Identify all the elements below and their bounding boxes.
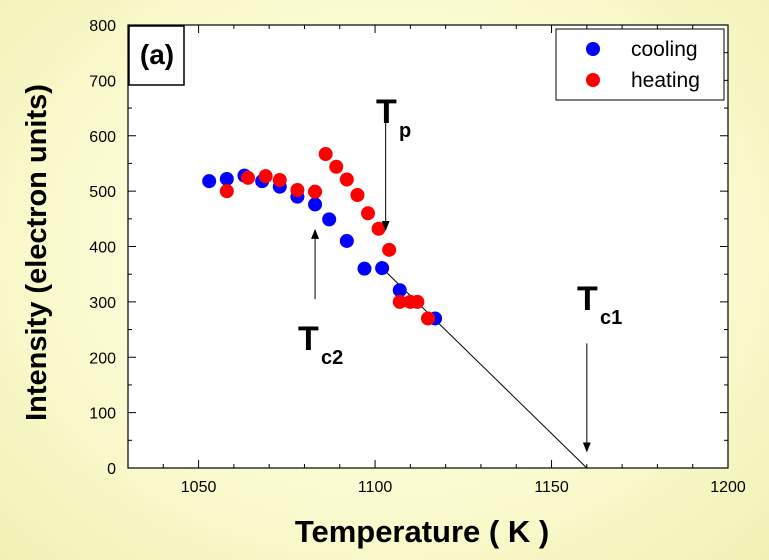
data-point-heating bbox=[219, 184, 234, 199]
y-tick-label: 500 bbox=[89, 184, 116, 201]
y-tick-label: 0 bbox=[107, 461, 116, 478]
data-point-heating bbox=[241, 170, 255, 185]
panel-label-box bbox=[128, 25, 185, 86]
x-tick-label: 1050 bbox=[181, 479, 217, 496]
y-tick-label: 700 bbox=[89, 73, 116, 90]
data-point-heating bbox=[329, 159, 344, 174]
y-tick-label: 600 bbox=[89, 129, 116, 146]
data-point-heating bbox=[421, 311, 435, 326]
y-tick-label: 200 bbox=[89, 350, 116, 367]
annotation-label-p: T bbox=[376, 93, 397, 131]
y-tick-label: 800 bbox=[89, 18, 116, 35]
data-point-heating bbox=[308, 184, 323, 199]
legend-marker-heating bbox=[586, 73, 600, 87]
data-point-heating bbox=[339, 172, 354, 187]
panel-label: (a) bbox=[140, 39, 174, 70]
annotation-label-c1: T bbox=[577, 280, 598, 318]
legend-label-cooling: cooling bbox=[631, 38, 698, 61]
data-point-heating bbox=[410, 294, 425, 309]
data-point-cooling bbox=[339, 233, 354, 248]
data-point-cooling bbox=[202, 174, 217, 189]
y-tick-label: 100 bbox=[89, 406, 116, 423]
legend-marker-cooling bbox=[586, 42, 600, 56]
x-tick-label: 1100 bbox=[358, 479, 393, 496]
y-tick-label: 300 bbox=[89, 295, 116, 312]
y-axis-title: Intensity (electron units) bbox=[21, 84, 53, 421]
data-point-cooling bbox=[392, 283, 407, 298]
data-point-heating bbox=[382, 242, 397, 257]
annotation-label-c2: T bbox=[298, 320, 319, 358]
x-axis-title: Temperature ( K ) bbox=[295, 514, 549, 549]
data-point-heating bbox=[272, 173, 287, 188]
x-tick-label: 1200 bbox=[710, 479, 746, 496]
data-point-heating bbox=[361, 206, 375, 221]
data-point-cooling bbox=[375, 261, 390, 276]
data-point-cooling bbox=[322, 212, 337, 227]
data-point-heating bbox=[258, 169, 273, 184]
y-tick-label: 400 bbox=[89, 240, 116, 257]
data-point-heating bbox=[392, 294, 407, 309]
legend-label-heating: heating bbox=[631, 69, 700, 92]
x-tick-label: 1150 bbox=[534, 479, 569, 496]
annotation-subscript-p: p bbox=[399, 120, 411, 142]
data-point-heating bbox=[350, 188, 365, 203]
data-point-heating bbox=[318, 147, 333, 162]
legend-box bbox=[555, 28, 725, 101]
data-point-cooling bbox=[357, 261, 372, 276]
data-point-cooling bbox=[219, 171, 234, 186]
data-point-cooling bbox=[308, 197, 323, 212]
annotation-subscript-c2: c2 bbox=[321, 347, 343, 369]
data-point-heating bbox=[371, 221, 386, 236]
data-point-heating bbox=[290, 183, 305, 198]
annotation-subscript-c1: c1 bbox=[600, 307, 622, 329]
